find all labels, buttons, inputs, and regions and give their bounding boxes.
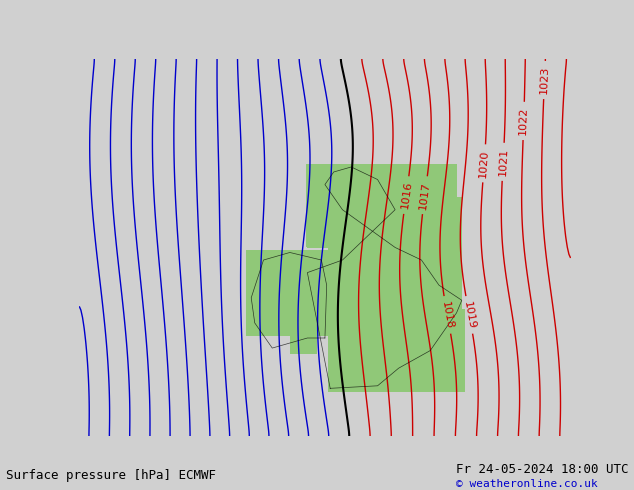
Text: Fr 24-05-2024 18:00 UTC (12+06): Fr 24-05-2024 18:00 UTC (12+06) bbox=[456, 463, 634, 476]
Text: 1020: 1020 bbox=[478, 149, 490, 178]
Text: 1016: 1016 bbox=[399, 180, 413, 210]
Text: 1023: 1023 bbox=[539, 66, 550, 94]
Text: 1019: 1019 bbox=[462, 300, 477, 330]
Text: 1017: 1017 bbox=[418, 181, 432, 210]
Text: Surface pressure [hPa] ECMWF: Surface pressure [hPa] ECMWF bbox=[6, 469, 216, 482]
Text: © weatheronline.co.uk: © weatheronline.co.uk bbox=[456, 479, 598, 489]
Text: 1018: 1018 bbox=[440, 300, 455, 330]
Text: 1021: 1021 bbox=[498, 147, 509, 176]
Text: 1022: 1022 bbox=[518, 107, 529, 135]
